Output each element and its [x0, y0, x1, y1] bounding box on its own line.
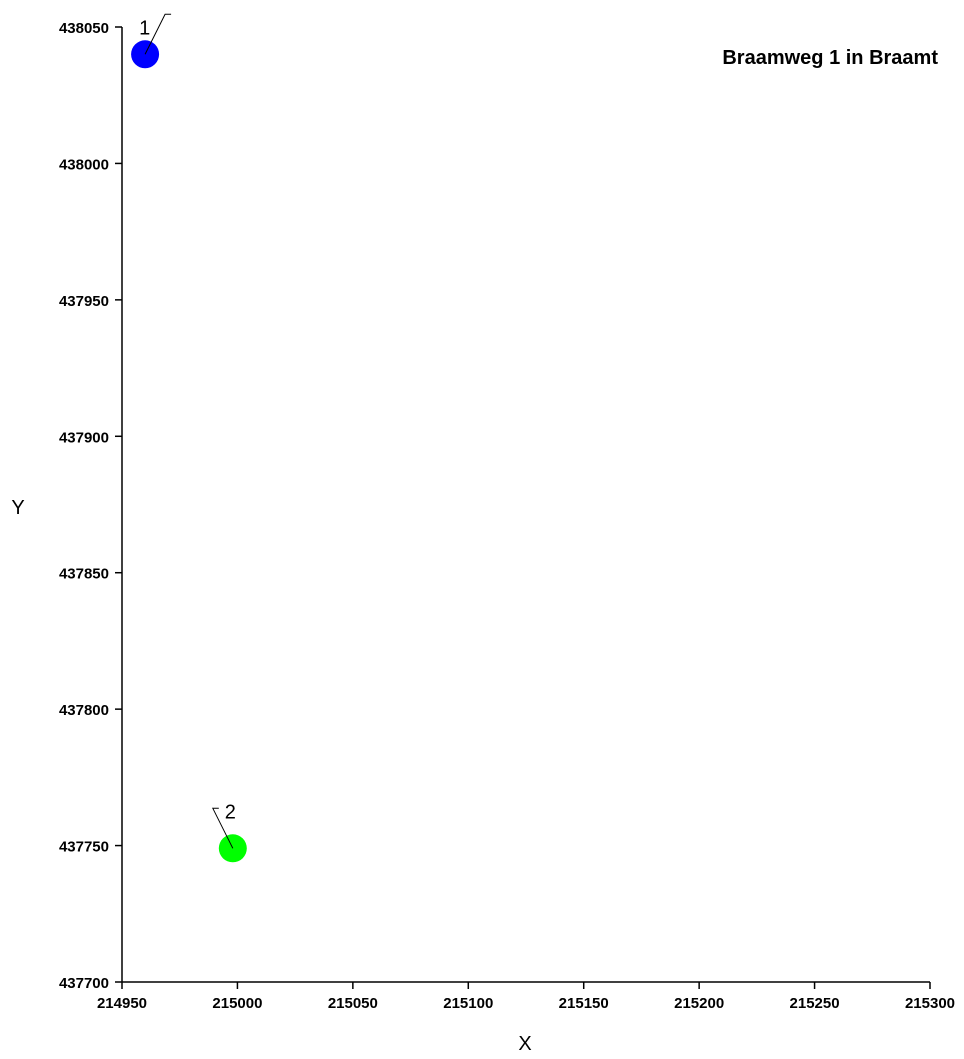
y-tick-label: 438000 — [59, 156, 109, 173]
x-axis-title: X — [518, 1033, 531, 1055]
y-tick-label: 438050 — [59, 20, 109, 37]
x-tick-label: 215150 — [559, 995, 609, 1012]
x-tick-label: 215050 — [328, 995, 378, 1012]
point-label-leader — [212, 807, 234, 849]
x-tick-label: 215250 — [790, 995, 840, 1012]
y-axis-title: Y — [11, 497, 24, 519]
point-label: 2 — [225, 801, 236, 823]
y-tick-label: 437850 — [59, 566, 109, 583]
y-tick-label: 437900 — [59, 429, 109, 446]
data-point-1: 1 — [131, 13, 172, 69]
y-ticks: 437700 437750 437800 437850 437900 437950 4380… — [59, 20, 122, 992]
y-tick-label: 437700 — [59, 975, 109, 992]
y-tick-label: 437950 — [59, 293, 109, 310]
data-point-2: 2 — [212, 801, 247, 863]
y-tick-label: 437800 — [59, 702, 109, 719]
x-tick-label: 215000 — [212, 995, 262, 1012]
axes — [121, 27, 930, 983]
x-tick-label: 215100 — [443, 995, 493, 1012]
chart-title: Braamweg 1 in Braamt — [722, 47, 938, 69]
point-label: 1 — [139, 17, 150, 39]
x-tick-label: 215200 — [674, 995, 724, 1012]
data-points: 12 — [131, 13, 247, 863]
x-ticks: 214950 215000 215050 215100 215150 215200 2152… — [97, 982, 955, 1012]
x-tick-label: 215300 — [905, 995, 955, 1012]
y-tick-label: 437750 — [59, 839, 109, 856]
point-label-leader — [144, 13, 172, 55]
x-tick-label: 214950 — [97, 995, 147, 1012]
